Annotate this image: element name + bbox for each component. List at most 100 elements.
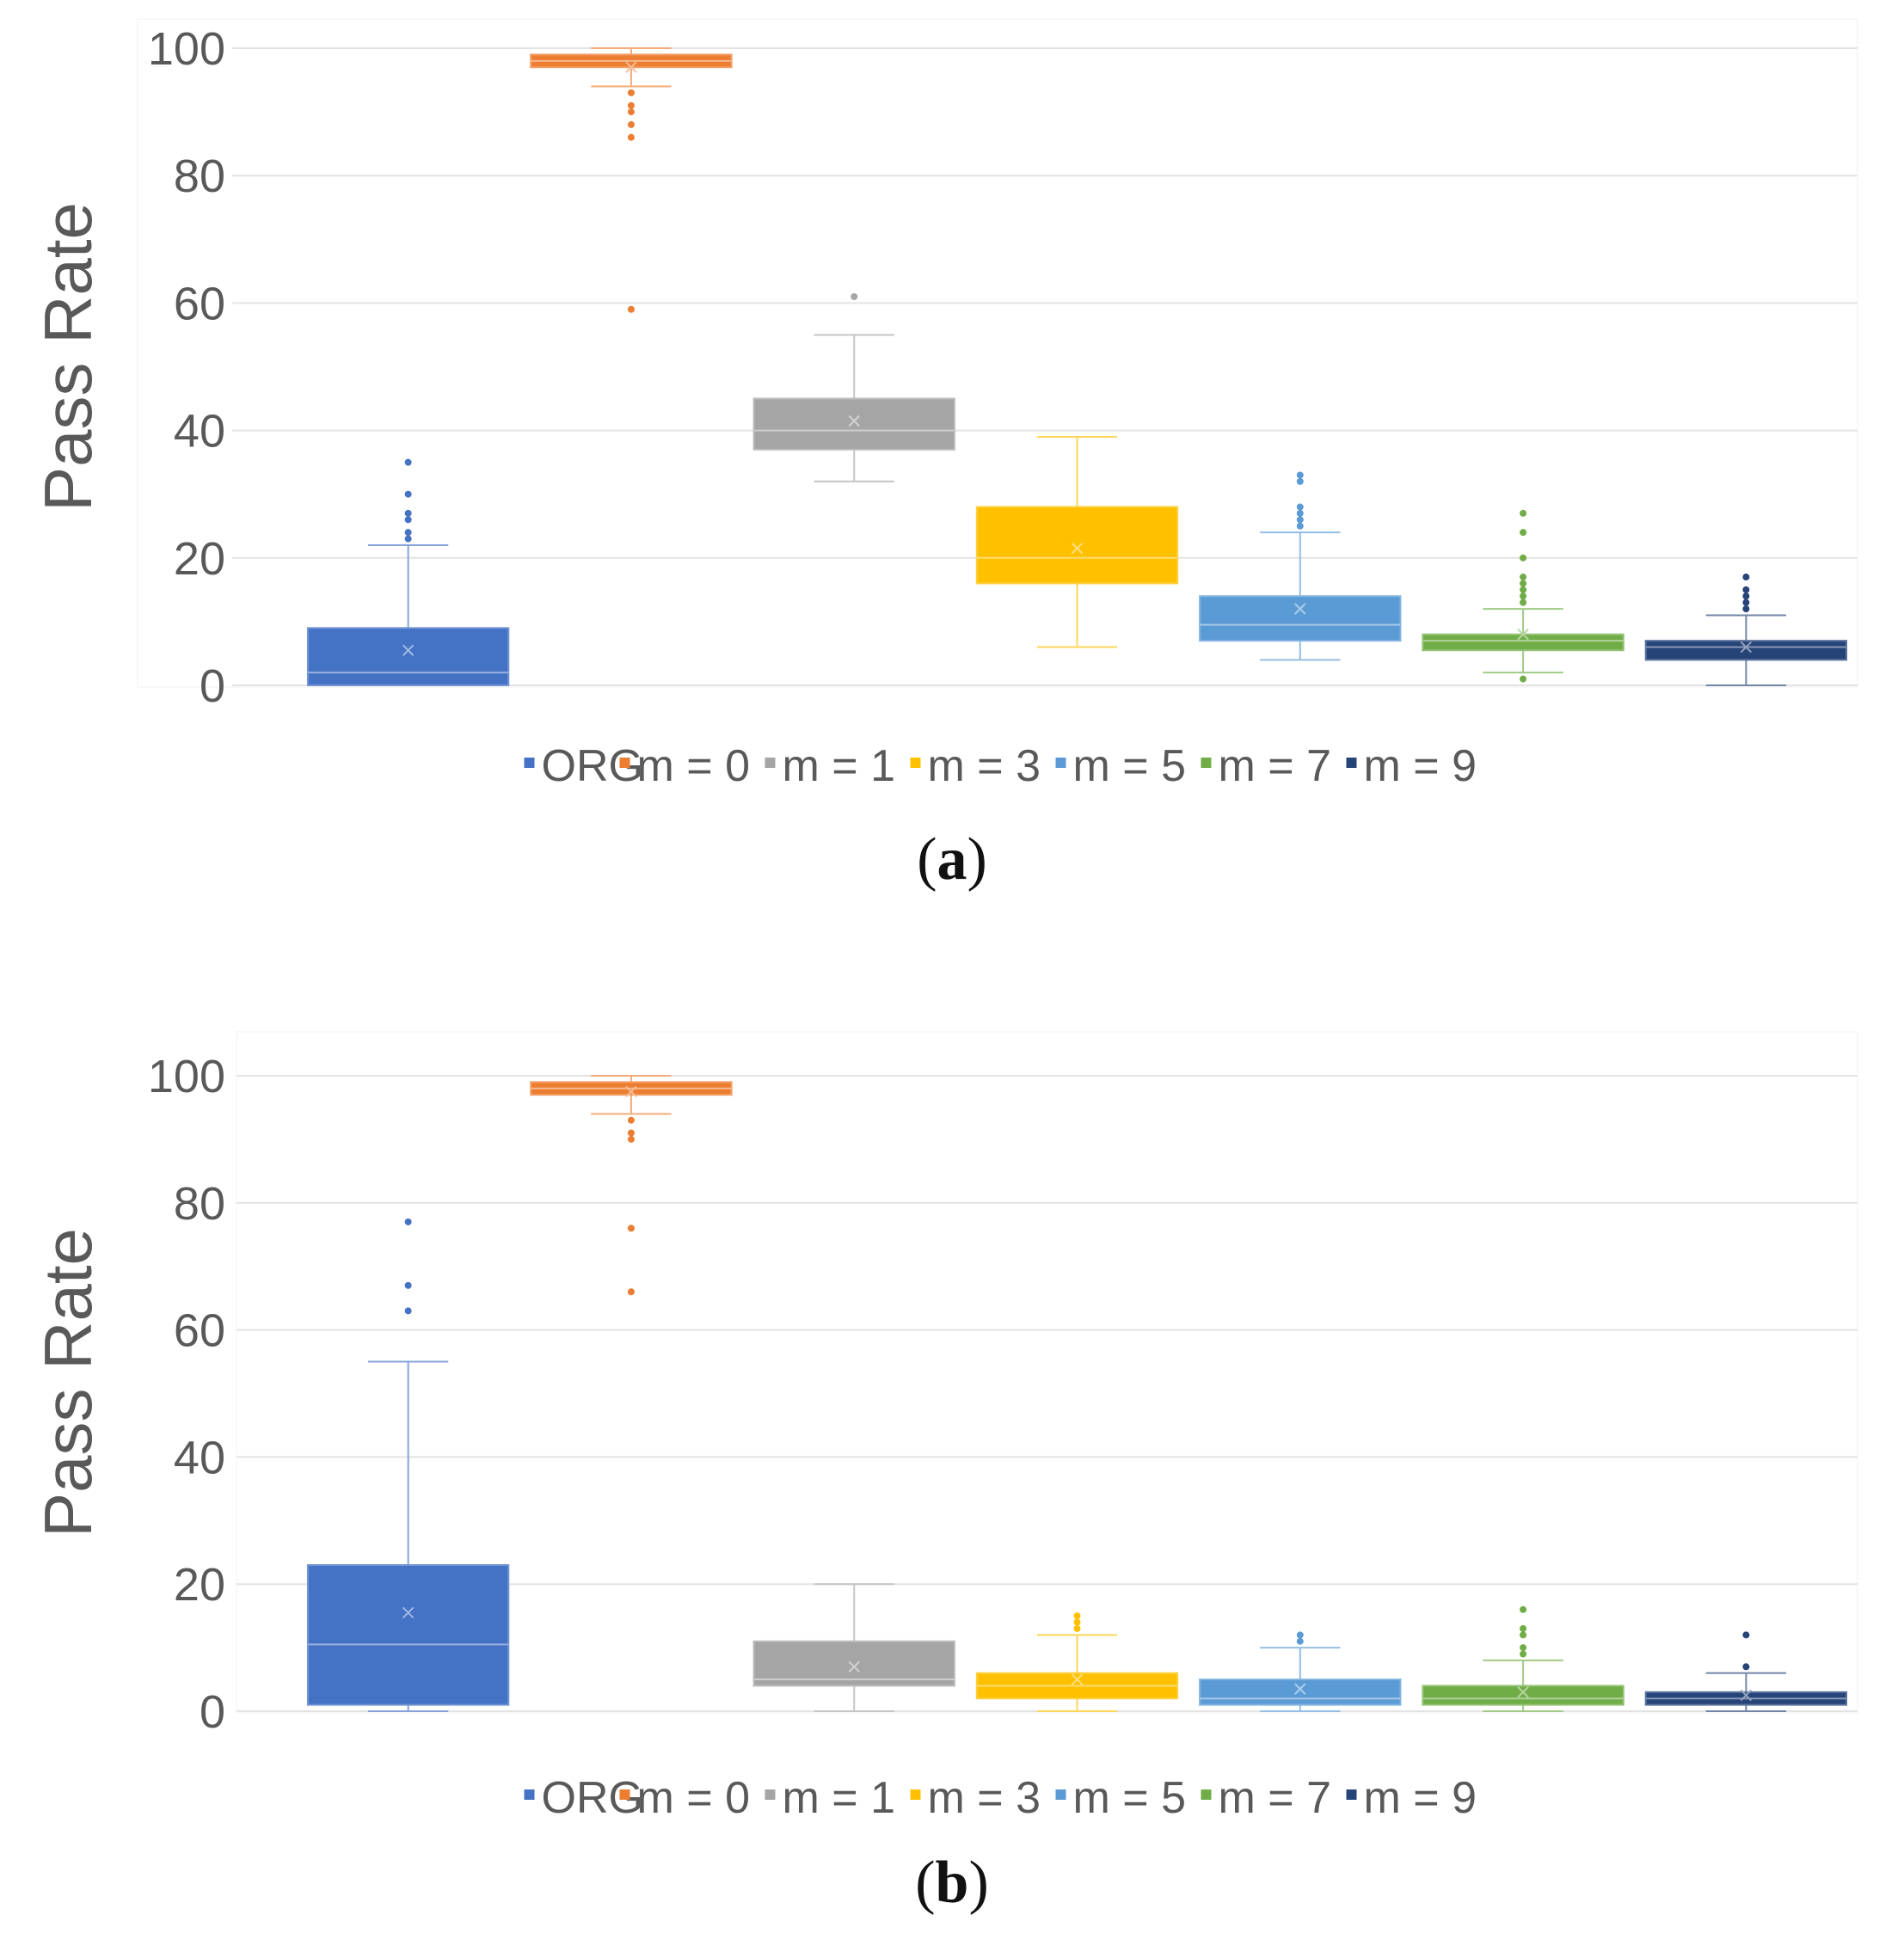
legend-label: m = 9 bbox=[1364, 741, 1477, 791]
legend-swatch bbox=[1346, 1789, 1357, 1800]
outlier-point bbox=[1742, 574, 1750, 581]
box-org bbox=[306, 1218, 510, 1712]
outlier-point bbox=[404, 1281, 412, 1289]
outlier-point bbox=[1520, 598, 1527, 606]
mean-marker bbox=[1071, 542, 1084, 555]
mean-marker bbox=[848, 414, 860, 427]
legend-swatch bbox=[1201, 758, 1212, 768]
outlier-point bbox=[1296, 509, 1304, 517]
y-tick-label: 40 bbox=[174, 1432, 225, 1483]
caption-letter-b: b bbox=[935, 1850, 969, 1916]
box-m-1 bbox=[752, 292, 955, 482]
outlier-point bbox=[1073, 1618, 1081, 1626]
mean-marker-stroke bbox=[1071, 1673, 1084, 1685]
box-body bbox=[1644, 640, 1848, 661]
box-m-7 bbox=[1422, 1605, 1625, 1712]
outlier-point bbox=[1296, 477, 1304, 485]
outlier-point bbox=[1520, 1650, 1527, 1658]
outlier-point bbox=[1520, 1624, 1527, 1632]
caption-a: (a) bbox=[917, 826, 987, 893]
mean-marker-stroke bbox=[625, 1085, 637, 1098]
outlier-point bbox=[404, 490, 412, 498]
outlier-point bbox=[1073, 1624, 1081, 1632]
mean-marker-stroke bbox=[402, 644, 415, 656]
box-m-9 bbox=[1644, 1631, 1848, 1712]
box-org bbox=[306, 458, 510, 686]
mean-marker bbox=[1071, 1673, 1084, 1685]
outlier-point bbox=[627, 1225, 635, 1232]
y-tick-label: 60 bbox=[174, 1305, 225, 1357]
y-tick-label: 20 bbox=[174, 1559, 225, 1611]
y-tick-label: 0 bbox=[200, 1686, 225, 1738]
y-tick-label: 0 bbox=[200, 660, 225, 712]
outlier-point bbox=[1520, 1631, 1527, 1639]
legend-swatch bbox=[619, 1789, 630, 1800]
legend-item-m-7: m = 7 bbox=[1201, 1773, 1331, 1823]
box-m-5 bbox=[1199, 471, 1402, 661]
mean-marker bbox=[1517, 1686, 1529, 1698]
legend-item-m-9: m = 9 bbox=[1346, 741, 1477, 791]
legend-item-m-3: m = 3 bbox=[910, 1773, 1041, 1823]
plot-area-a: 0 20 40 60 80 100 bbox=[137, 18, 1858, 712]
box-body bbox=[1422, 633, 1625, 652]
box-body bbox=[306, 627, 510, 686]
mean-marker-stroke bbox=[402, 1606, 415, 1619]
outlier-point bbox=[627, 120, 635, 128]
box-m-0 bbox=[530, 47, 733, 313]
outlier-point bbox=[1520, 1605, 1527, 1613]
chart-panel-b: 0 20 40 60 80 100 Pass Rate ORG m = 0 m = 1 m = … bbox=[0, 979, 1904, 1957]
mean-marker bbox=[625, 61, 637, 73]
box-m-0 bbox=[530, 1075, 733, 1296]
box-body bbox=[975, 506, 1179, 585]
legend-item-m-5: m = 5 bbox=[1055, 741, 1187, 791]
y-tick-label: 100 bbox=[148, 23, 225, 75]
box-body bbox=[752, 397, 955, 451]
mean-marker-stroke bbox=[848, 1660, 860, 1673]
outlier-point bbox=[1742, 592, 1750, 600]
legend-label: m = 9 bbox=[1364, 1773, 1477, 1823]
outlier-point bbox=[404, 535, 412, 543]
box-body bbox=[1199, 595, 1402, 642]
legend-swatch bbox=[1055, 758, 1066, 768]
outlier-point bbox=[1520, 592, 1527, 600]
outlier-point bbox=[1520, 509, 1527, 517]
legend-swatch bbox=[619, 758, 630, 768]
mean-marker bbox=[848, 1660, 860, 1673]
outlier-point bbox=[1296, 522, 1304, 530]
outlier-point bbox=[404, 458, 412, 466]
legend-item-m-7: m = 7 bbox=[1201, 741, 1331, 791]
outlier-point bbox=[627, 1135, 635, 1143]
mean-marker bbox=[1517, 629, 1529, 641]
box-m-5 bbox=[1199, 1631, 1402, 1712]
caption-letter-a: a bbox=[937, 826, 967, 893]
outlier-point bbox=[1296, 516, 1304, 524]
box-m-3 bbox=[975, 436, 1179, 648]
y-axis-label-a: Pass Rate bbox=[30, 202, 106, 512]
mean-marker bbox=[1294, 603, 1306, 615]
legend-label: m = 5 bbox=[1073, 741, 1187, 791]
mean-marker-stroke bbox=[1740, 1689, 1753, 1702]
legend-label: m = 1 bbox=[783, 741, 896, 791]
outlier-point bbox=[404, 509, 412, 517]
outlier-point bbox=[1742, 586, 1750, 593]
outlier-point bbox=[1520, 529, 1527, 537]
legend-label: m = 3 bbox=[928, 741, 1041, 791]
outlier-point bbox=[1520, 580, 1527, 587]
outlier-point bbox=[404, 1307, 412, 1315]
mean-marker bbox=[1740, 641, 1753, 654]
legend-swatch bbox=[1346, 758, 1357, 768]
mean-marker-stroke bbox=[1294, 1683, 1306, 1695]
legend-swatch bbox=[524, 758, 535, 768]
plot-frame bbox=[137, 18, 1858, 688]
outlier-point bbox=[404, 516, 412, 524]
legend-item-m-1: m = 1 bbox=[765, 741, 896, 791]
mean-marker-stroke bbox=[625, 61, 637, 73]
legend-swatch bbox=[524, 1789, 535, 1800]
outlier-point bbox=[627, 101, 635, 109]
legend-item-m-0: m = 0 bbox=[619, 1773, 750, 1823]
outlier-point bbox=[1742, 1631, 1750, 1639]
outlier-point bbox=[1073, 1612, 1081, 1620]
